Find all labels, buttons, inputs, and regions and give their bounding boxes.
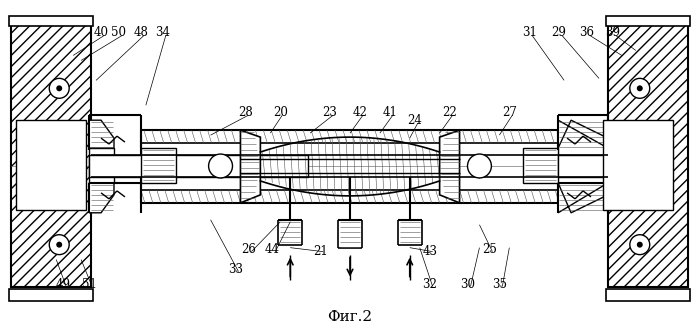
Text: 22: 22	[442, 106, 457, 119]
Bar	[9, 290, 93, 302]
Bar	[524, 148, 558, 183]
Text: 44: 44	[265, 243, 280, 256]
Polygon shape	[89, 183, 114, 213]
Text: 32: 32	[422, 278, 437, 291]
Text: 21: 21	[312, 245, 328, 258]
Circle shape	[56, 85, 62, 91]
Text: 23: 23	[323, 106, 338, 119]
Text: Фиг.2: Фиг.2	[327, 310, 373, 324]
Polygon shape	[558, 183, 608, 213]
Bar	[141, 148, 175, 183]
Bar	[16, 120, 86, 210]
Text: 49: 49	[56, 278, 71, 291]
Text: 26: 26	[241, 243, 256, 256]
Circle shape	[49, 78, 69, 98]
Circle shape	[630, 235, 650, 255]
Bar	[603, 120, 672, 210]
Text: 20: 20	[273, 106, 288, 119]
Text: 40: 40	[94, 26, 108, 39]
Bar	[11, 19, 91, 288]
Bar	[89, 155, 308, 177]
Circle shape	[49, 235, 69, 255]
Bar	[606, 290, 690, 302]
Polygon shape	[440, 130, 459, 203]
Text: 31: 31	[522, 26, 537, 39]
Text: 34: 34	[155, 26, 171, 39]
Text: 24: 24	[408, 114, 422, 127]
Text: 25: 25	[482, 243, 497, 256]
Text: 28: 28	[238, 106, 253, 119]
Text: 51: 51	[82, 278, 96, 291]
Circle shape	[56, 242, 62, 248]
Polygon shape	[558, 120, 608, 148]
Text: 36: 36	[579, 26, 594, 39]
Text: 50: 50	[111, 26, 127, 39]
Circle shape	[637, 85, 643, 91]
Text: 33: 33	[228, 263, 243, 276]
Text: 27: 27	[502, 106, 517, 119]
Text: 39: 39	[605, 26, 621, 39]
Bar	[9, 16, 93, 25]
Bar	[606, 16, 690, 25]
Polygon shape	[89, 120, 114, 148]
Circle shape	[637, 242, 643, 248]
Text: 35: 35	[492, 278, 507, 291]
Circle shape	[208, 154, 233, 178]
Text: 48: 48	[134, 26, 148, 39]
Text: 29: 29	[552, 26, 567, 39]
Circle shape	[468, 154, 491, 178]
Bar	[608, 19, 688, 288]
Text: 41: 41	[382, 106, 397, 119]
Polygon shape	[240, 130, 260, 203]
Circle shape	[630, 78, 650, 98]
Text: 30: 30	[460, 278, 475, 291]
Text: 43: 43	[422, 245, 437, 258]
Text: 42: 42	[352, 106, 368, 119]
Bar	[558, 155, 608, 177]
Bar	[89, 148, 114, 183]
